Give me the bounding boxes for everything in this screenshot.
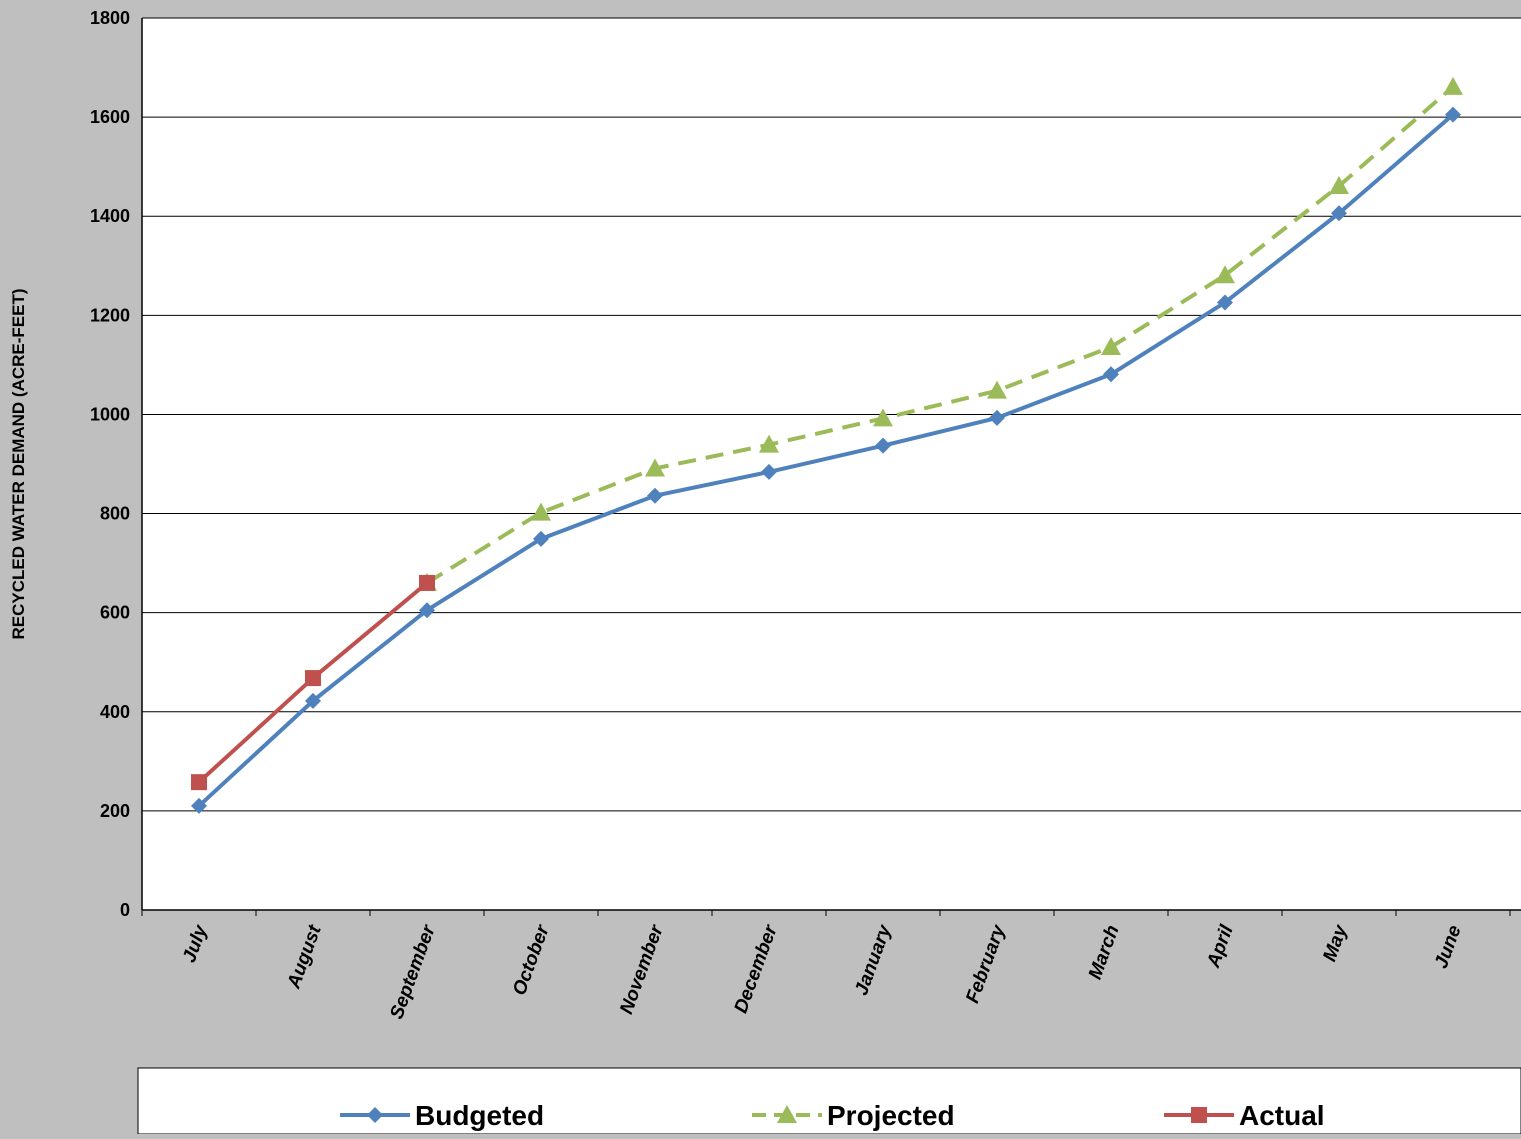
x-tick-label-february: February bbox=[962, 921, 1010, 1006]
legend: Budgeted Projected Actual bbox=[340, 1100, 1325, 1131]
data-point-budgeted bbox=[419, 602, 435, 619]
series-line-projected bbox=[425, 85, 1455, 585]
x-tick-label-august: August bbox=[283, 922, 326, 992]
y-axis-label: RECYCLED WATER DEMAND (ACRE-FEET) bbox=[9, 288, 28, 639]
x-tick-label-january: January bbox=[851, 921, 896, 998]
plot-area bbox=[142, 18, 1521, 910]
series-line-budgeted bbox=[197, 113, 1455, 808]
x-tick-label-july: July bbox=[179, 921, 212, 965]
data-point-budgeted bbox=[647, 487, 663, 504]
x-tick-label-october: October bbox=[509, 921, 554, 998]
data-point-projected bbox=[1101, 337, 1121, 356]
data-point-budgeted bbox=[989, 409, 1005, 426]
data-point-budgeted bbox=[191, 797, 207, 814]
y-tick-label-1200: 1200 bbox=[90, 305, 130, 325]
data-point-budgeted bbox=[305, 692, 321, 709]
gridlines bbox=[142, 17, 1521, 812]
data-point-actual bbox=[191, 774, 207, 791]
data-point-actual bbox=[419, 574, 435, 591]
data-point-projected bbox=[987, 380, 1007, 399]
data-point-projected bbox=[759, 434, 779, 453]
data-point-projected bbox=[1443, 76, 1463, 95]
data-point-budgeted bbox=[1445, 106, 1461, 123]
x-tick-label-november: November bbox=[616, 921, 668, 1017]
x-tick-label-april: April bbox=[1203, 922, 1238, 971]
y-tick-label-400: 400 bbox=[100, 702, 130, 722]
legend-label-budgeted: Budgeted bbox=[415, 1100, 544, 1131]
data-point-projected bbox=[1329, 175, 1349, 194]
data-point-projected bbox=[645, 458, 665, 477]
legend-marker-projected bbox=[777, 1105, 797, 1123]
y-tick-label-1600: 1600 bbox=[90, 107, 130, 127]
series bbox=[191, 76, 1463, 814]
y-tick-label-600: 600 bbox=[100, 603, 130, 623]
data-point-projected bbox=[531, 502, 551, 521]
legend-marker-actual bbox=[1191, 1107, 1207, 1123]
x-tick-label-march: March bbox=[1085, 923, 1124, 983]
data-point-budgeted bbox=[1103, 366, 1119, 383]
data-point-budgeted bbox=[875, 437, 891, 454]
legend-box bbox=[137, 1067, 1521, 1135]
legend-item-projected: Projected bbox=[752, 1100, 955, 1131]
y-tick-label-0: 0 bbox=[120, 900, 130, 920]
x-tick-label-may: May bbox=[1319, 921, 1352, 964]
legend-item-budgeted: Budgeted bbox=[340, 1100, 544, 1131]
legend-label-actual: Actual bbox=[1239, 1100, 1325, 1131]
data-point-budgeted bbox=[1217, 294, 1233, 311]
data-point-budgeted bbox=[1331, 205, 1347, 222]
data-point-budgeted bbox=[533, 530, 549, 547]
y-tick-label-800: 800 bbox=[100, 504, 130, 524]
x-tick-label-september: September bbox=[386, 921, 440, 1022]
y-tick-label-1400: 1400 bbox=[90, 206, 130, 226]
series-actual bbox=[191, 574, 435, 791]
data-point-projected bbox=[873, 408, 893, 427]
y-tick-label-1000: 1000 bbox=[90, 404, 130, 424]
data-point-actual bbox=[305, 670, 321, 687]
x-tick-label-december: December bbox=[731, 921, 783, 1016]
series-budgeted bbox=[191, 106, 1461, 814]
legend-item-actual: Actual bbox=[1164, 1100, 1325, 1131]
legend-label-projected: Projected bbox=[827, 1100, 955, 1131]
y-tick-label-200: 200 bbox=[100, 801, 130, 821]
y-tick-label-1800: 1800 bbox=[90, 8, 130, 28]
x-tick-label-june: June bbox=[1431, 922, 1466, 971]
data-point-budgeted bbox=[761, 463, 777, 480]
legend-marker-budgeted bbox=[367, 1107, 383, 1123]
data-point-projected bbox=[1215, 265, 1235, 284]
